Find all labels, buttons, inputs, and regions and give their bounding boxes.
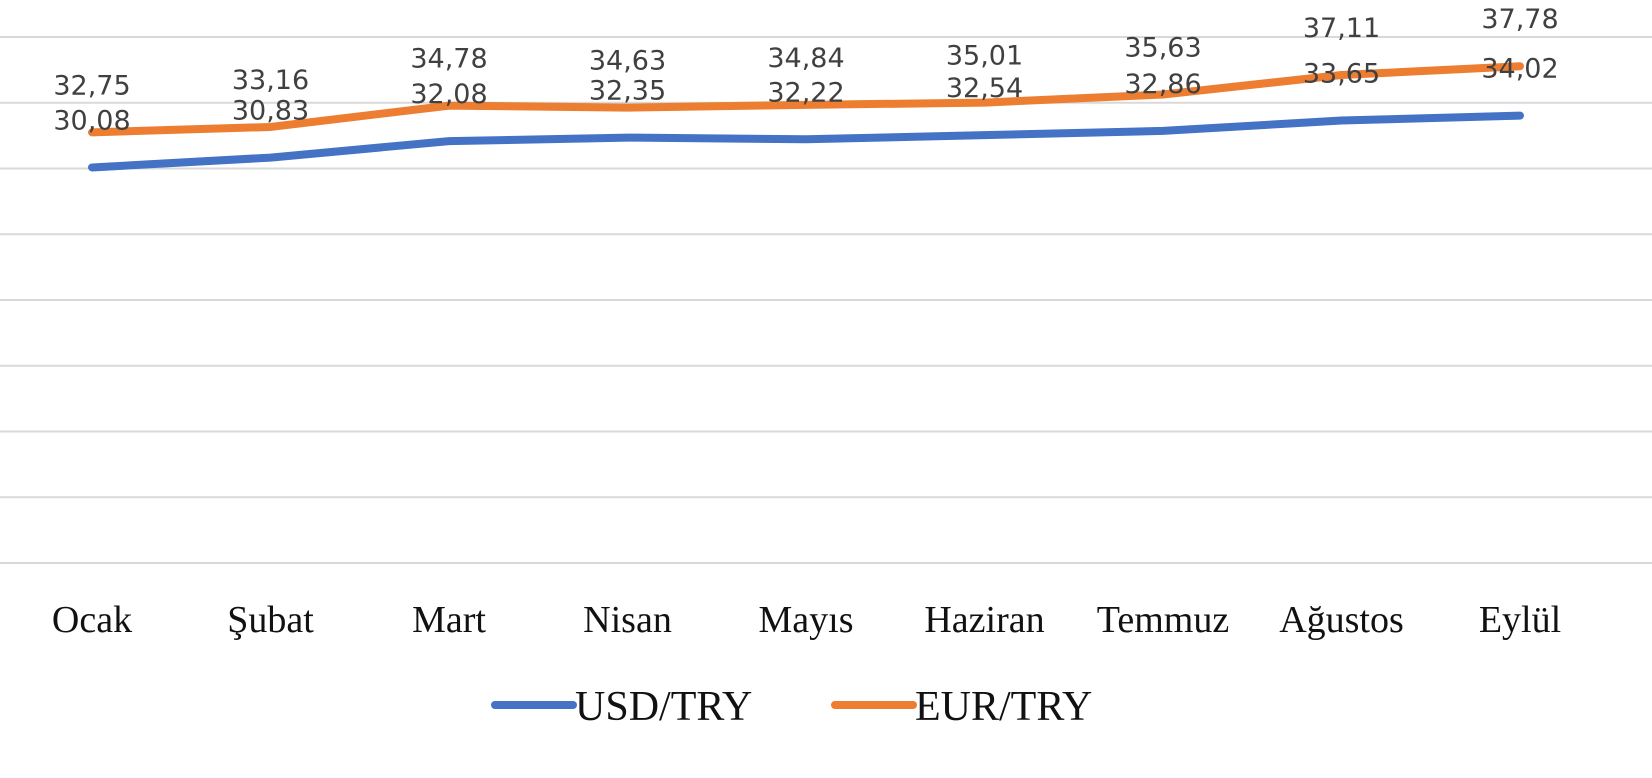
x-tick-label: Eylül [1479,599,1561,641]
x-tick-label: Mart [412,599,486,641]
data-label: 35,63 [1124,32,1201,63]
x-tick-label: Şubat [227,599,314,641]
x-tick-label: Nisan [583,599,672,641]
data-label: 34,02 [1481,54,1558,85]
data-label: 30,08 [53,105,130,136]
data-label: 37,78 [1481,4,1558,35]
data-label: 37,11 [1303,13,1380,44]
series-line [88,62,1524,137]
legend-label: USD/TRY [575,684,752,730]
x-tick-label: Ağustos [1279,599,1404,641]
data-label: 30,83 [232,96,309,127]
data-label: 32,08 [410,79,487,110]
data-label: 32,22 [767,77,844,108]
data-label: 35,01 [946,41,1023,72]
legend-label: EUR/TRY [915,684,1092,730]
x-tick-label: Temmuz [1097,599,1229,641]
data-label: 32,54 [946,73,1023,104]
x-tick-label: Ocak [52,599,132,641]
data-label: 34,84 [767,43,844,74]
data-label: 34,78 [410,44,487,75]
data-label: 32,75 [53,70,130,101]
data-label: 34,63 [589,46,666,77]
x-tick-label: Haziran [924,599,1044,641]
x-tick-label: Mayıs [759,599,854,641]
data-label: 33,16 [232,65,309,96]
series-line [88,111,1524,172]
data-label: 33,65 [1303,59,1380,90]
data-label: 32,35 [589,76,666,107]
data-label: 32,86 [1124,69,1201,100]
